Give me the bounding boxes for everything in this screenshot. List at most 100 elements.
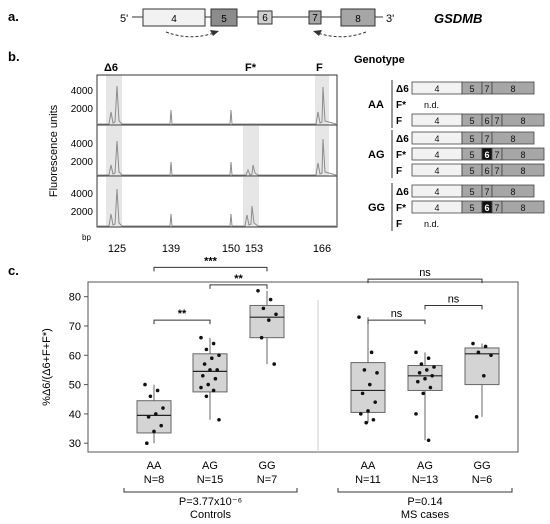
exon-8-segment-label: 8 bbox=[510, 134, 515, 144]
x-category-label: GG bbox=[258, 460, 275, 472]
exon-8-segment bbox=[491, 184, 535, 198]
y-tick-label: 40 bbox=[69, 409, 81, 421]
exon-8-segment-label: 8 bbox=[510, 84, 515, 94]
peak-label-fstar: F* bbox=[245, 62, 257, 74]
significance-label: ns bbox=[391, 308, 403, 320]
x-n-label: N=6 bbox=[472, 474, 493, 486]
data-point bbox=[159, 423, 163, 428]
x-n-label: N=13 bbox=[412, 474, 439, 486]
data-point bbox=[211, 388, 216, 393]
exon-8-segment bbox=[501, 113, 545, 127]
exon-6-segment-label: 6 bbox=[484, 166, 489, 176]
not-detected-label: n.d. bbox=[424, 100, 439, 110]
y-tick-4000-gg: 4000 bbox=[71, 189, 94, 200]
y-tick-4000-ag: 4000 bbox=[71, 139, 94, 150]
exon-5-segment-label: 5 bbox=[469, 166, 474, 176]
data-point bbox=[360, 391, 365, 396]
exon-5-segment-label: 5 bbox=[469, 187, 474, 197]
panel-a-label: a. bbox=[8, 9, 19, 24]
group-title-label: Controls bbox=[190, 509, 231, 521]
group-bracket bbox=[337, 488, 513, 493]
exon-4-segment-label: 4 bbox=[434, 116, 439, 126]
exon-4-segment-label: 4 bbox=[434, 84, 439, 94]
exon-8-label: 8 bbox=[355, 14, 361, 25]
y-tick-2000-ag: 2000 bbox=[71, 157, 94, 168]
gene-name-label: GSDMB bbox=[434, 11, 482, 26]
exon-7-segment-label: 7 bbox=[494, 150, 499, 160]
trace-panel-ag bbox=[96, 124, 338, 177]
box-ms-ag bbox=[407, 350, 443, 443]
x-n-label: N=8 bbox=[144, 474, 165, 486]
data-point bbox=[199, 385, 203, 390]
exon-4-segment-label: 4 bbox=[434, 150, 439, 160]
data-point bbox=[154, 412, 158, 416]
transcript-label: F* bbox=[396, 100, 406, 111]
trace-ag bbox=[98, 138, 337, 176]
significance-bracket: ** bbox=[209, 273, 268, 289]
data-point bbox=[414, 412, 418, 416]
x-tick-153: 153 bbox=[245, 243, 263, 255]
exon-7-segment-label: 7 bbox=[484, 134, 489, 144]
box-ms-gg bbox=[464, 341, 500, 419]
exon-8-segment bbox=[501, 200, 545, 214]
significance-bracket: ns bbox=[424, 293, 483, 310]
five-prime-label: 5' bbox=[120, 13, 128, 25]
data-point bbox=[215, 368, 219, 372]
data-point bbox=[268, 297, 273, 302]
data-point bbox=[414, 350, 418, 355]
y-tick-label: 30 bbox=[69, 438, 81, 450]
exon-5-segment-label: 5 bbox=[469, 84, 474, 94]
exon-8-segment-label: 8 bbox=[520, 116, 525, 126]
box-iqr bbox=[350, 362, 386, 413]
exon-4-segment-label: 4 bbox=[434, 166, 439, 176]
data-point bbox=[201, 373, 205, 378]
transcript-label: Δ6 bbox=[396, 134, 409, 145]
transcript-label: F* bbox=[396, 203, 406, 214]
data-point bbox=[217, 353, 221, 358]
exon-5-segment-label: 5 bbox=[469, 150, 474, 160]
x-tick-125: 125 bbox=[108, 243, 126, 255]
peak-label-delta6: Δ6 bbox=[104, 62, 118, 74]
data-point bbox=[210, 356, 214, 361]
d6-window-2 bbox=[106, 126, 122, 176]
x-n-label: N=15 bbox=[197, 474, 224, 486]
data-point bbox=[426, 356, 431, 361]
data-point bbox=[155, 388, 160, 393]
not-detected-label: n.d. bbox=[424, 219, 439, 229]
box-iqr bbox=[249, 304, 285, 339]
data-point bbox=[217, 417, 221, 422]
exon-6-label: 6 bbox=[262, 13, 268, 24]
bracket-line bbox=[153, 319, 211, 325]
exon-4-segment-label: 4 bbox=[434, 187, 439, 197]
exon-8-box bbox=[340, 8, 376, 27]
reverse-primer-arrow bbox=[317, 31, 367, 38]
data-point bbox=[364, 420, 369, 425]
data-point bbox=[366, 409, 370, 413]
significance-label: ns bbox=[448, 293, 460, 305]
exon-5-label: 5 bbox=[221, 14, 227, 25]
genotype-label-gg: GG bbox=[368, 202, 385, 214]
exon-7-segment-label: 7 bbox=[494, 203, 499, 213]
exon-7-segment-label: 7 bbox=[484, 187, 489, 197]
data-point bbox=[425, 368, 429, 372]
p-value-label: P=3.77x10⁻⁶ bbox=[179, 496, 242, 508]
exon-4-segment-label: 4 bbox=[434, 203, 439, 213]
exon-7-box bbox=[308, 10, 322, 25]
box-ms-aa bbox=[350, 315, 386, 425]
x-n-label: N=11 bbox=[355, 474, 381, 486]
data-point bbox=[143, 382, 147, 387]
data-point bbox=[474, 415, 479, 419]
data-point bbox=[371, 417, 376, 422]
exon-8-segment-label: 8 bbox=[520, 166, 525, 176]
data-point bbox=[256, 288, 260, 293]
significance-bracket: ns bbox=[367, 308, 426, 325]
x-category-label: GG bbox=[473, 460, 490, 472]
data-point bbox=[161, 406, 165, 410]
data-point bbox=[274, 312, 278, 317]
exon-5-segment-label: 5 bbox=[469, 203, 474, 213]
y-tick-4000-aa: 4000 bbox=[71, 86, 94, 97]
data-point bbox=[267, 318, 271, 322]
x-tick-166: 166 bbox=[313, 243, 331, 255]
data-point bbox=[362, 368, 367, 372]
group-bracket bbox=[123, 488, 298, 493]
